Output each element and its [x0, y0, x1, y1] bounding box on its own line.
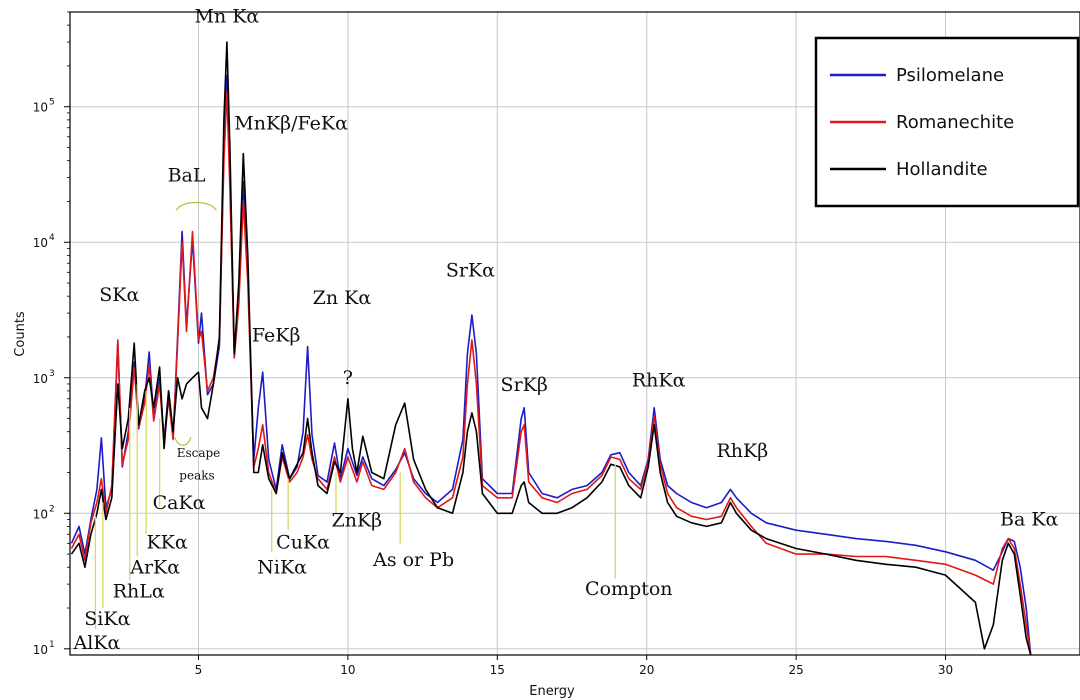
- x-tick-label: 10: [340, 663, 355, 677]
- series-lines: [70, 41, 1032, 655]
- annotation-label: RhKα: [632, 370, 686, 392]
- legend: Psilomelane Romanechite Hollandite: [814, 36, 1080, 208]
- y-tick-exponent: 4: [49, 233, 55, 243]
- annotation-label: MnKβ/FeKα: [234, 112, 348, 134]
- y-tick-label: 10: [33, 236, 48, 250]
- annotation-label: CuKα: [276, 531, 330, 553]
- annotation-label: SrKβ: [501, 374, 548, 396]
- annotation-label: peaks: [179, 468, 214, 482]
- legend-label: Psilomelane: [896, 65, 1004, 86]
- annotation-label: SKα: [99, 284, 139, 306]
- annotation-label: SiKα: [84, 608, 130, 630]
- annotation-label: ArKα: [129, 556, 180, 578]
- y-tick-label: 10: [33, 643, 48, 657]
- x-tick-label: 25: [788, 663, 803, 677]
- y-axis-title: Counts: [13, 311, 28, 357]
- escape-brace: [174, 437, 192, 446]
- annotation-guides: [94, 201, 616, 629]
- annotation-label: KKα: [146, 531, 187, 553]
- annotation-label: SrKα: [446, 259, 495, 281]
- annotation-label: As or Pb: [372, 549, 454, 571]
- y-tick-exponent: 2: [49, 504, 55, 514]
- annotation-label: FeKβ: [252, 325, 301, 347]
- series-line-hollandite: [70, 41, 1032, 655]
- bal-brace: [175, 201, 217, 211]
- annotation-label: Escape: [177, 446, 221, 460]
- annotation-label: ZnKβ: [332, 509, 383, 531]
- annotation-label: Zn Kα: [313, 287, 372, 309]
- x-tick-label: 30: [938, 663, 953, 677]
- annotation-label: ?: [343, 367, 353, 389]
- plot-frame: [69, 11, 1080, 656]
- y-tick-exponent: 1: [49, 640, 55, 650]
- x-axis-ticks: 5 10 15 20 25 30: [195, 655, 953, 677]
- annotation-label: NiKα: [257, 556, 307, 578]
- annotation-label: RhLα: [113, 580, 165, 602]
- x-tick-label: 20: [639, 663, 654, 677]
- x-tick-label: 5: [195, 663, 203, 677]
- annotation-label: AlKα: [72, 632, 120, 654]
- annotation-label: RhKβ: [716, 440, 768, 462]
- annotation-label: Ba Kα: [1000, 509, 1059, 531]
- annotation-label: BaL: [168, 165, 206, 187]
- x-axis-title: Energy: [529, 684, 575, 699]
- legend-label: Hollandite: [896, 159, 988, 180]
- y-tick-label: 10: [33, 101, 48, 115]
- annotation-label: Compton: [585, 578, 672, 600]
- annotation-labels: Mn Kα MnKβ/FeKα BaL SKα FeKβ Zn Kα? SrKα SrKβ Rh…: [72, 5, 1058, 654]
- x-tick-label: 15: [490, 663, 505, 677]
- legend-label: Romanechite: [896, 112, 1014, 133]
- y-tick-label: 10: [33, 507, 48, 521]
- y-tick-label: 10: [33, 372, 48, 386]
- annotation-label: CaKα: [153, 492, 206, 514]
- y-tick-exponent: 3: [49, 369, 55, 379]
- y-tick-exponent: 5: [49, 98, 55, 108]
- annotation-label: Mn Kα: [194, 5, 259, 27]
